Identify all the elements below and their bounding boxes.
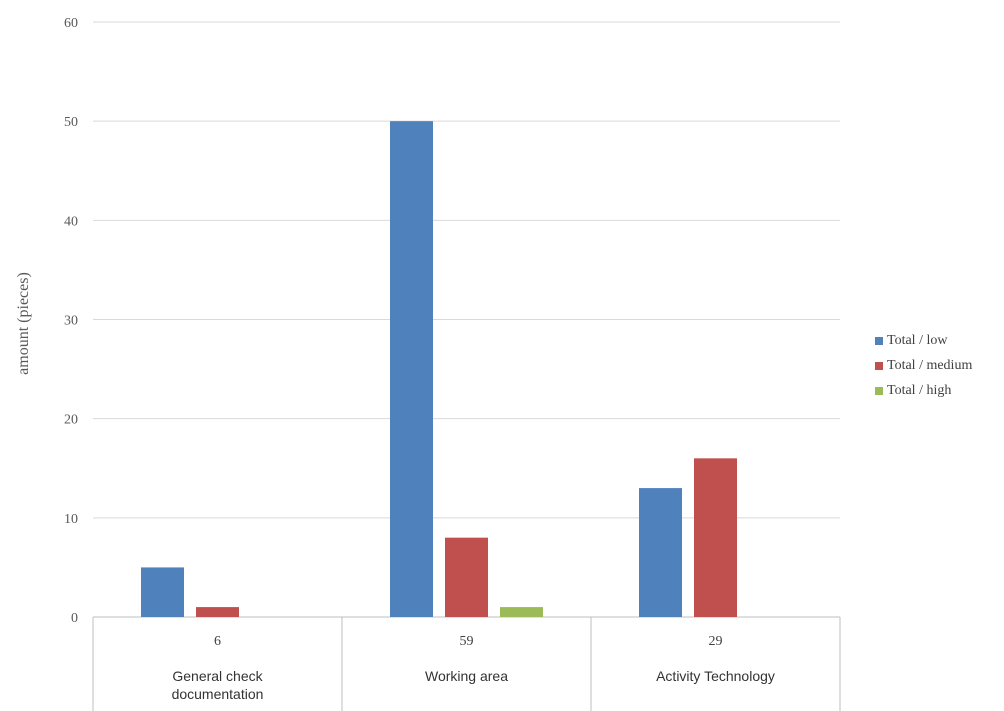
category-total: 29 [709, 634, 723, 649]
legend-swatch-high [875, 386, 883, 395]
chart-legend: Total / low Total / medium Total / high [875, 330, 972, 405]
y-tick-label: 60 [64, 16, 78, 31]
y-tick-label: 20 [64, 413, 78, 428]
y-tick-label: 0 [71, 611, 78, 626]
legend-item-low: Total / low [875, 330, 972, 351]
legend-label-low: Total / low [887, 332, 948, 348]
bar [141, 567, 184, 617]
legend-swatch-medium [875, 361, 883, 370]
y-tick-label: 50 [64, 115, 78, 130]
legend-label-high: Total / high [887, 382, 952, 398]
legend-swatch-low [875, 336, 883, 345]
bar [694, 458, 737, 617]
bar [500, 607, 543, 617]
category-label: General check [172, 668, 263, 684]
bar [390, 121, 433, 618]
category-label: Activity Technology [656, 668, 775, 684]
category-total: 6 [214, 634, 221, 649]
bar [196, 607, 239, 617]
legend-item-high: Total / high [875, 380, 972, 401]
category-label: documentation [172, 686, 264, 702]
y-axis-label: amount (pieces) [15, 272, 32, 375]
legend-item-medium: Total / medium [875, 355, 972, 376]
y-tick-label: 30 [64, 314, 78, 329]
legend-label-medium: Total / medium [887, 357, 973, 373]
y-tick-label: 10 [64, 512, 78, 527]
category-label: Working area [425, 668, 508, 684]
bar [445, 537, 488, 617]
bar [639, 488, 682, 617]
y-tick-label: 40 [64, 214, 78, 229]
category-total: 59 [460, 634, 474, 649]
